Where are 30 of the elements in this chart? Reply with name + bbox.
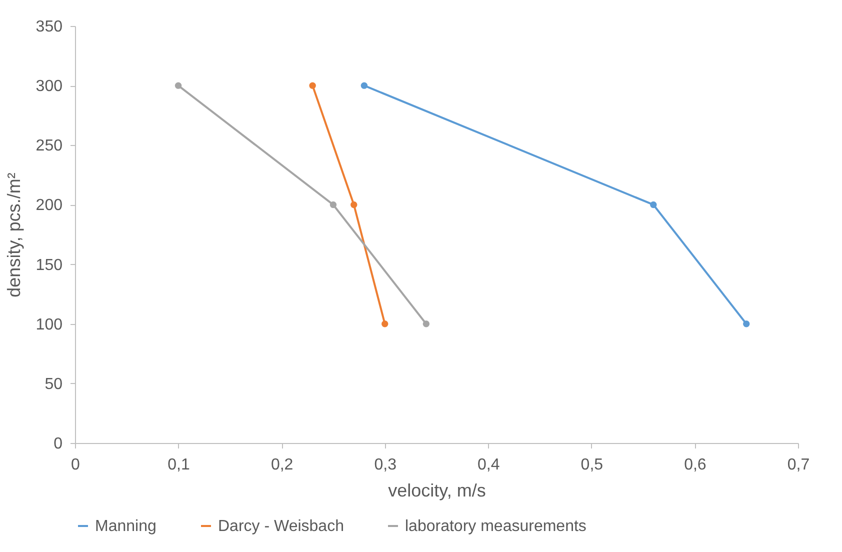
x-tick-label: 0,5	[580, 456, 604, 474]
point	[360, 82, 368, 89]
point	[743, 320, 750, 328]
x-axis-title: velocity, m/s	[388, 480, 486, 500]
x-tick-label: 0,2	[270, 456, 294, 474]
legend-label: laboratory measurements	[405, 518, 586, 535]
x-tick-label: 0	[71, 456, 80, 474]
x-tick-label: 0,7	[787, 456, 810, 474]
x-tick-label: 0,3	[374, 456, 397, 474]
legend-label: Darcy - Weisbach	[218, 518, 344, 535]
y-tick-label: 300	[36, 78, 63, 96]
y-tick-label: 0	[54, 436, 63, 452]
legend-label: Manning	[95, 518, 156, 535]
y-tick-label: 50	[44, 376, 63, 393]
point	[650, 201, 657, 208]
y-tick-label: 150	[36, 256, 63, 274]
y-tick-label: 250	[36, 138, 63, 155]
x-tick-label: 0,6	[684, 456, 706, 474]
x-tick-label: 0,4	[478, 456, 500, 474]
y-tick-label: 200	[36, 197, 63, 214]
point	[330, 201, 337, 208]
y-tick-label: 100	[36, 316, 63, 334]
point	[174, 82, 182, 89]
point	[422, 320, 430, 328]
point	[350, 201, 358, 208]
point	[309, 82, 316, 89]
y-axis-title: density, pcs./m²	[4, 172, 24, 298]
y-tick-label: 350	[36, 18, 63, 36]
x-tick-label: 0,1	[168, 456, 190, 474]
point	[382, 320, 388, 328]
